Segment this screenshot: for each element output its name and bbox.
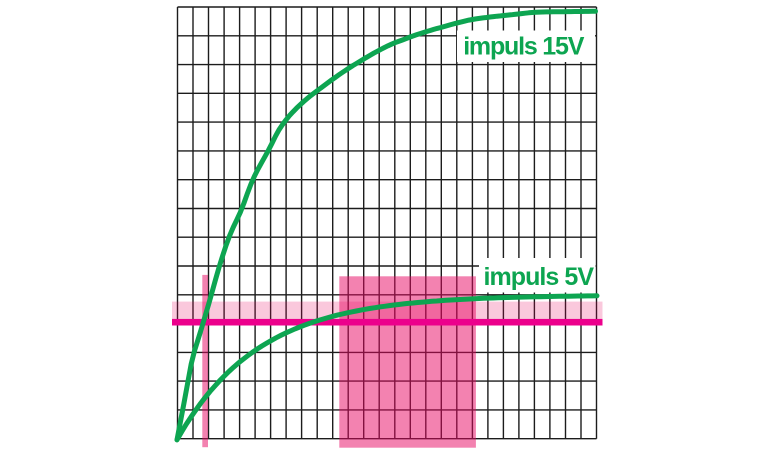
svg-text:impuls 15V: impuls 15V [463,33,585,61]
svg-text:impuls 5V: impuls 5V [484,263,595,291]
